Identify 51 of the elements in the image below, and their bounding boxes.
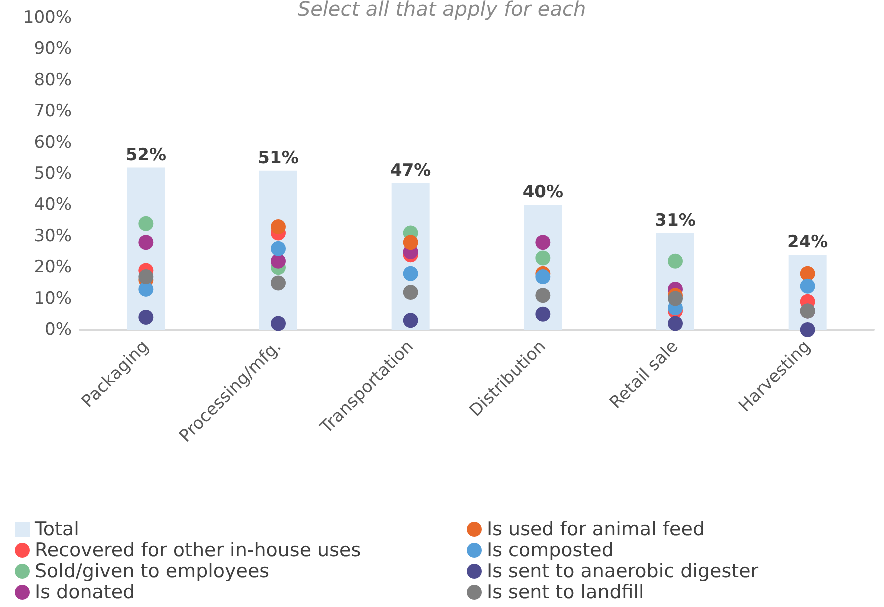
point xyxy=(271,220,286,235)
point xyxy=(403,235,418,250)
point xyxy=(536,269,551,284)
point xyxy=(800,322,816,338)
y-tick-label: 80% xyxy=(34,70,72,90)
point xyxy=(138,282,154,297)
point xyxy=(271,241,286,256)
data-label: 31% xyxy=(655,210,696,231)
point xyxy=(536,235,551,250)
legend-label: Is donated xyxy=(35,582,136,604)
y-tick-label: 30% xyxy=(34,226,72,246)
point xyxy=(403,313,418,328)
point xyxy=(800,266,816,282)
y-tick-label: 60% xyxy=(34,132,72,153)
y-tick-label: 20% xyxy=(34,258,72,278)
y-tick-label: 40% xyxy=(34,195,72,216)
legend-label: Total xyxy=(34,518,80,540)
point xyxy=(271,316,286,332)
y-tick-label: 100% xyxy=(23,8,72,28)
point xyxy=(138,310,154,326)
y-tick-label: 70% xyxy=(34,102,72,122)
data-label: 40% xyxy=(522,182,564,203)
point xyxy=(271,276,286,291)
point xyxy=(271,254,286,269)
y-tick-label: 0% xyxy=(45,320,72,340)
point xyxy=(138,235,154,250)
data-label: 51% xyxy=(258,148,299,168)
legend-label: Recovered for other in-house uses xyxy=(35,540,362,562)
point xyxy=(800,278,816,294)
data-label: 24% xyxy=(787,232,828,253)
point xyxy=(668,291,683,306)
y-tick-label: 10% xyxy=(34,288,72,309)
legend-label: Sold/given to employees xyxy=(35,560,270,582)
point xyxy=(138,216,154,232)
y-tick-label: 50% xyxy=(34,164,72,184)
point xyxy=(536,250,551,266)
point xyxy=(138,269,154,284)
data-label: 47% xyxy=(390,160,432,181)
legend-label: Is used for animal feed xyxy=(487,518,705,540)
point xyxy=(536,306,551,322)
point xyxy=(536,288,551,304)
legend-label: Is composted xyxy=(487,540,614,562)
legend-label: Is sent to landfill xyxy=(487,582,644,604)
point xyxy=(668,254,683,269)
data-label: 52% xyxy=(126,145,167,166)
point xyxy=(403,285,418,300)
chart-subtitle: Select all that apply for each xyxy=(298,0,586,21)
y-tick-label: 90% xyxy=(34,39,72,60)
legend-label: Is sent to anaerobic digester xyxy=(487,560,759,582)
point xyxy=(668,316,683,332)
point xyxy=(403,266,418,282)
